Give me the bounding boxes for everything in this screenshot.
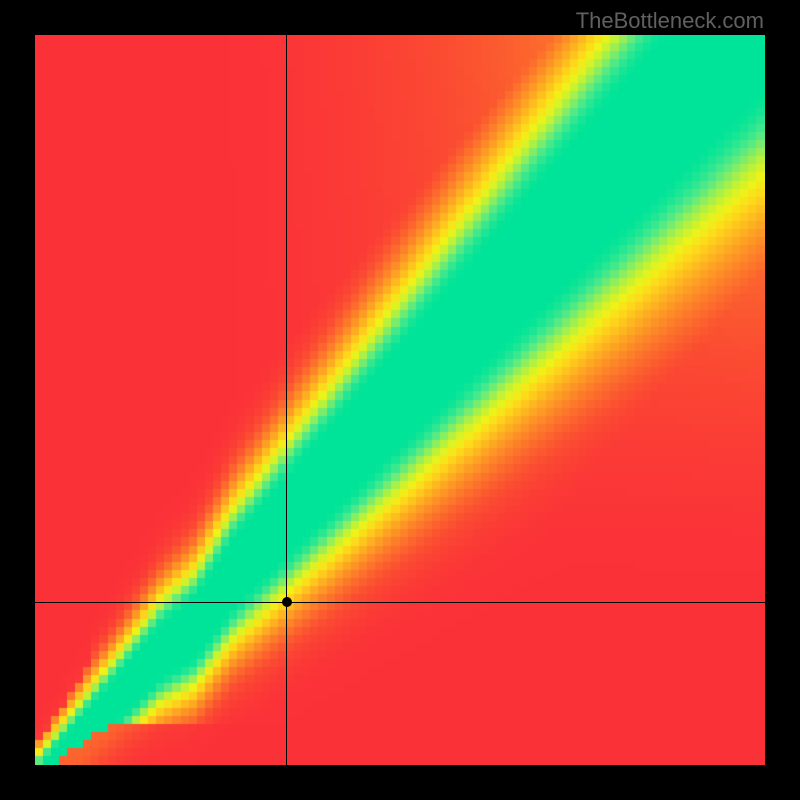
crosshair-marker — [282, 597, 292, 607]
crosshair-vertical — [286, 35, 287, 765]
heatmap-canvas — [35, 35, 765, 765]
crosshair-horizontal — [35, 602, 765, 603]
heatmap-plot — [35, 35, 765, 765]
watermark-text: TheBottleneck.com — [576, 8, 764, 34]
